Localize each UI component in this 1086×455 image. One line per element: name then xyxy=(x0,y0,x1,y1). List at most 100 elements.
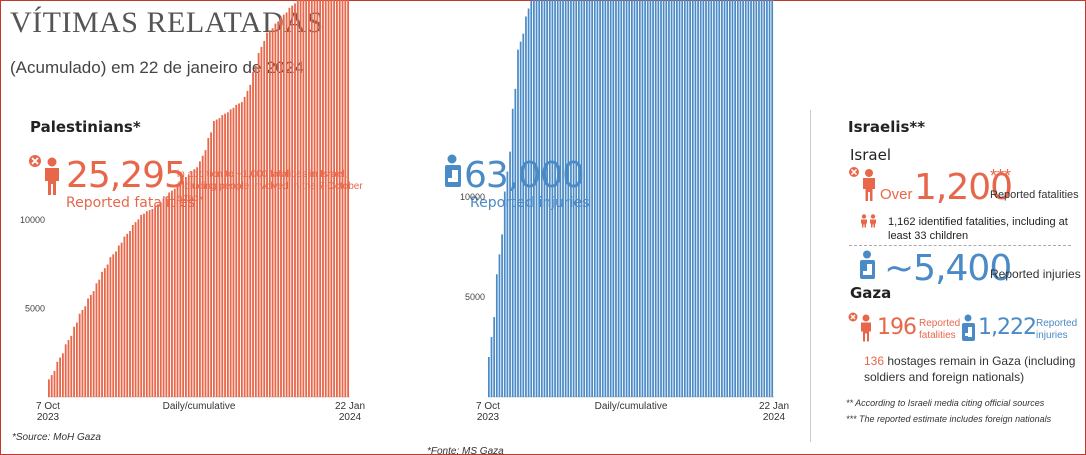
bar xyxy=(274,23,277,397)
bar xyxy=(617,0,620,398)
gaza-fatalities-number: 196 xyxy=(877,315,917,340)
bar xyxy=(131,224,134,397)
bar xyxy=(707,0,710,397)
bar xyxy=(254,65,257,397)
bar xyxy=(488,357,490,397)
bar xyxy=(249,84,252,398)
bar xyxy=(559,0,562,397)
bar xyxy=(145,211,148,397)
injured-person-icon xyxy=(962,314,975,341)
page-title: VÍTIMAS RELATADAS xyxy=(10,6,324,39)
palestinian-fatalities-number: 25,295 xyxy=(66,155,187,196)
bar xyxy=(316,0,319,398)
bar xyxy=(517,49,519,398)
note-foreign-nationals: *** The reported estimate includes forei… xyxy=(846,414,1052,424)
bar xyxy=(710,0,713,397)
bar xyxy=(623,0,625,397)
bar xyxy=(615,0,617,397)
bar xyxy=(157,204,159,397)
bar xyxy=(322,0,324,397)
bar xyxy=(48,379,50,397)
y-tick-label: 5000 xyxy=(25,303,45,313)
bar xyxy=(689,0,691,397)
bar xyxy=(271,28,274,397)
bar xyxy=(580,0,583,397)
bar xyxy=(641,0,644,397)
bar xyxy=(252,71,254,398)
over-label: Over xyxy=(880,186,913,203)
bar xyxy=(760,0,763,397)
x-end-label: 22 Jan xyxy=(759,401,789,412)
bar xyxy=(652,0,654,397)
bar xyxy=(556,0,559,397)
bar xyxy=(134,222,137,397)
bar xyxy=(330,0,333,398)
bar xyxy=(92,291,95,397)
bar xyxy=(232,107,235,397)
bar xyxy=(212,120,215,397)
bar xyxy=(607,0,609,398)
bar xyxy=(498,254,501,397)
person-with-x-icon xyxy=(849,167,875,201)
bar xyxy=(731,0,734,397)
bar xyxy=(123,236,126,397)
bar xyxy=(268,30,271,398)
bar xyxy=(527,8,530,398)
bar xyxy=(229,109,232,398)
bar xyxy=(628,0,631,397)
x-start-year: 2023 xyxy=(477,412,500,423)
bar xyxy=(678,0,681,397)
gaza-label: Gaza xyxy=(850,284,892,302)
bar xyxy=(636,0,639,397)
bar xyxy=(503,191,506,397)
bar xyxy=(699,0,702,398)
bar xyxy=(506,171,509,397)
bar xyxy=(538,0,541,397)
injured-person-icon xyxy=(860,250,875,279)
bar xyxy=(514,88,517,398)
bar xyxy=(115,251,117,397)
bar xyxy=(302,0,305,398)
bar xyxy=(148,210,151,397)
bar xyxy=(599,0,601,397)
bar xyxy=(129,230,131,397)
bar xyxy=(715,0,718,397)
bar xyxy=(341,0,344,397)
palestinians-heading: Palestinians* xyxy=(30,118,141,136)
x-start-label: 7 Oct xyxy=(36,401,60,412)
bar xyxy=(81,310,84,397)
bar xyxy=(654,0,657,397)
bar xyxy=(525,16,527,397)
bar xyxy=(59,357,62,397)
bar xyxy=(296,0,299,398)
hostages-note: 136 hostages remain in Gaza (including s… xyxy=(864,353,1080,385)
gaza-injuries-number: 1,222 xyxy=(978,315,1037,340)
israel-injuries-label: Reported injuries xyxy=(990,267,1081,281)
bar xyxy=(333,0,336,397)
x-end-label: 22 Jan xyxy=(335,401,365,412)
bar xyxy=(73,326,75,397)
bar xyxy=(240,102,243,397)
bar xyxy=(336,0,338,397)
x-end-year: 2024 xyxy=(339,412,362,423)
bar xyxy=(196,167,199,397)
bar xyxy=(176,184,179,397)
bar xyxy=(159,202,162,397)
bar xyxy=(625,0,628,398)
hostages-number: 136 xyxy=(864,354,885,368)
bar xyxy=(310,0,313,398)
bar xyxy=(681,0,684,397)
bar xyxy=(543,0,546,397)
bar xyxy=(546,0,548,397)
bar xyxy=(64,344,67,397)
y-tick-label: 5000 xyxy=(465,292,485,302)
bar xyxy=(117,245,120,397)
bar xyxy=(327,0,330,398)
bar xyxy=(501,234,503,397)
bar xyxy=(70,335,73,397)
bar xyxy=(280,16,282,397)
bar xyxy=(221,115,224,397)
bar xyxy=(771,0,774,397)
bar xyxy=(578,0,580,397)
